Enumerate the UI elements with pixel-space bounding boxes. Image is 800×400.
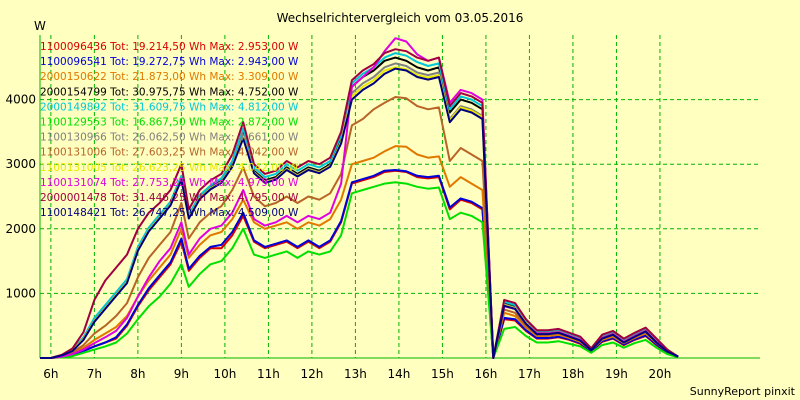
tick-labels: 6h 7h 8h 9h 10h 11h 12h 13h 14h 15h 16h 17h 18h 19h 20… <box>5 93 671 381</box>
legend-entry: 1100130966 Tot: 26.062,50 Wh Max: 4.661,… <box>40 132 299 144</box>
chart-title: Wechselrichtervergleich vom 03.05.2016 <box>277 11 524 25</box>
axes <box>39 35 760 359</box>
legend-entry: 1100148421 Tot: 26.747,25 Wh Max: 4.509,… <box>40 207 299 219</box>
series-line-2000150622 <box>40 145 679 359</box>
x-tick-label: 8h <box>130 367 145 381</box>
series-line-1100148421 <box>40 67 679 359</box>
legend-entry: 1100131005 Tot: 26.623,25 Wh Max: 4.042,… <box>40 162 299 174</box>
y-axis-unit-label: W <box>34 19 46 33</box>
legend-entry: 2000154799 Tot: 30.975,75 Wh Max: 4.752,… <box>40 86 299 98</box>
legend-entry: 1100131006 Tot: 27.603,25 Wh Max: 4.042,… <box>40 147 299 159</box>
series-lines <box>40 37 679 359</box>
legend-entry: 1100096541 Tot: 19.272,75 Wh Max: 2.943,… <box>40 56 299 68</box>
legend-entry: 1100129553 Tot: 16.867,50 Wh Max: 2.872,… <box>40 117 299 129</box>
x-tick-label: 20h <box>649 367 672 381</box>
x-tick-label: 19h <box>605 367 628 381</box>
legend: 1100096436 Tot: 19.214,50 Wh Max: 2.953,… <box>40 41 299 219</box>
x-tick-label: 10h <box>213 367 236 381</box>
x-tick-label: 12h <box>300 367 323 381</box>
x-tick-label: 16h <box>474 367 497 381</box>
legend-entry: 1100096436 Tot: 19.214,50 Wh Max: 2.953,… <box>40 41 299 53</box>
x-tick-label: 17h <box>518 367 541 381</box>
y-tick-label: 4000 <box>5 93 36 107</box>
legend-entry: 2000001478 Tot: 31.446,25 Wh Max: 4.795,… <box>40 192 299 204</box>
series-line-2000001478 <box>40 48 679 359</box>
x-tick-label: 9h <box>174 367 189 381</box>
series-line-1100129553 <box>40 181 679 359</box>
y-tick-label: 1000 <box>5 286 36 300</box>
x-tick-label: 15h <box>431 367 454 381</box>
y-tick-label: 2000 <box>5 222 36 236</box>
x-tick-label: 13h <box>344 367 367 381</box>
footer-credit: SunnyReport pinxit <box>690 385 796 398</box>
legend-entry: 1100131074 Tot: 27.753,25 Wh Max: 4.979,… <box>40 177 299 189</box>
x-tick-label: 6h <box>43 367 58 381</box>
x-tick-label: 18h <box>561 367 584 381</box>
series-line-1100096541 <box>40 169 679 359</box>
y-tick-label: 3000 <box>5 157 36 171</box>
x-tick-label: 7h <box>87 367 102 381</box>
grid <box>40 35 760 358</box>
x-tick-label: 11h <box>257 367 280 381</box>
legend-entry: 2000150622 Tot: 21.873,00 Wh Max: 3.309,… <box>40 71 299 83</box>
x-tick-label: 14h <box>387 367 410 381</box>
legend-entry: 2000149892 Tot: 31.609,75 Wh Max: 4.812,… <box>40 101 299 113</box>
